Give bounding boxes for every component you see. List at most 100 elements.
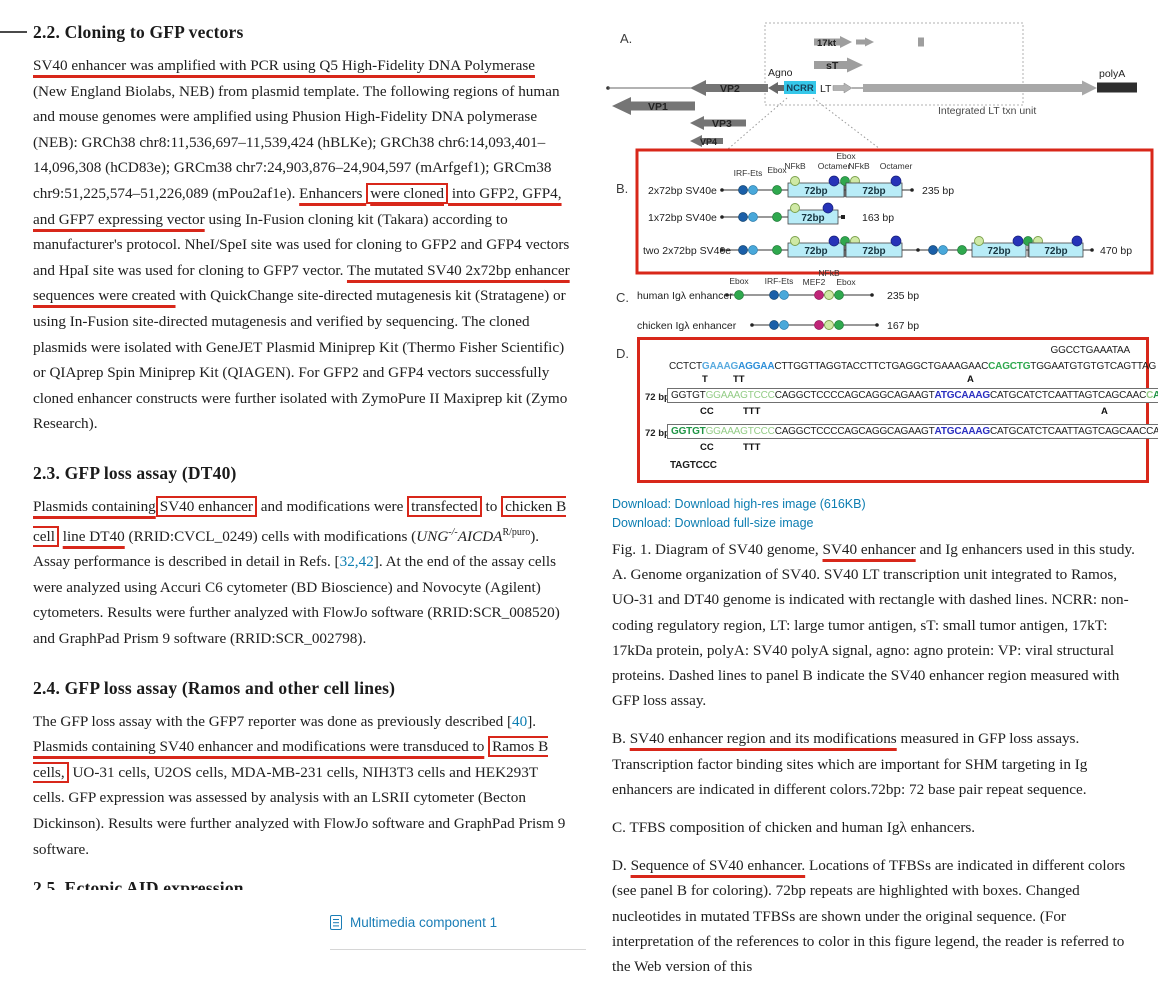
tfbs-dot-ets xyxy=(938,245,948,255)
vp1-label: VP1 xyxy=(648,101,668,113)
lt-arrow xyxy=(832,82,853,94)
attachment-divider xyxy=(330,949,586,951)
tfbs-dot-ebox xyxy=(957,245,967,255)
zoom-funnel-line xyxy=(812,97,881,150)
caption-paragraph-d: D. Sequence of SV40 enhancer. Locations … xyxy=(612,853,1144,979)
caption-text: measured in GFP loss assays. Transcripti… xyxy=(612,730,1088,798)
sequence-segment: GGTGT xyxy=(671,390,706,401)
red-underline-annotation: Sequence of SV40 enhancer. xyxy=(630,857,806,875)
72bp-box-label: 72bp xyxy=(862,246,885,257)
tfbs-label-irf-ets: IRF-Ets xyxy=(734,168,763,178)
ncrr-highlight xyxy=(784,81,816,94)
tfbs-dot-nfkb xyxy=(824,290,834,300)
section-heading-2-2: 2.2. Cloning to GFP vectors xyxy=(33,22,244,42)
caption-text: D. xyxy=(612,857,631,875)
tfbs-dot-octamer xyxy=(1071,235,1083,247)
red-underline-annotation: The mutated SV40 2x72bp enhancer sequenc… xyxy=(33,261,570,305)
tfbs-dot-ebox xyxy=(834,320,844,330)
clipped-section-heading-2-5: 2.5. Ectopic AID expression xyxy=(33,878,570,890)
gene-superscript: -/- xyxy=(448,526,458,538)
vp4-label: VP4 xyxy=(700,137,717,147)
72bp-box xyxy=(787,209,839,225)
72bp-box xyxy=(787,182,845,198)
mutated-nucleotide: TT xyxy=(733,374,745,385)
72bp-box-label: 72bp xyxy=(804,186,827,197)
red-box-annotation: Ramos B cells, xyxy=(33,736,549,783)
document-attachment-icon xyxy=(330,915,342,931)
line-end-dot xyxy=(720,215,724,219)
72bp-row-label: 72 bp xyxy=(645,428,670,439)
sequence-segment: C xyxy=(1146,390,1154,401)
section-2-3-paragraph: Plasmids containing SV40 enhancer and mod… xyxy=(33,494,570,652)
mutated-nucleotide: A xyxy=(1101,406,1108,417)
multimedia-component-link[interactable]: Multimedia component 1 xyxy=(330,915,570,931)
72bp-box xyxy=(845,182,903,198)
enhancer-length-label: 470 bp xyxy=(1100,245,1132,257)
caption-paragraph-b: B. SV40 enhancer region and its modifica… xyxy=(612,726,1144,802)
panel-c-letter: C. xyxy=(616,290,629,305)
tfbs-dot-ebox xyxy=(772,212,782,222)
17kt-arrow xyxy=(814,36,852,48)
lt-transcript-arrow xyxy=(863,80,1097,96)
multimedia-link-label: Multimedia component 1 xyxy=(350,915,498,931)
tfbs-dot-ebox xyxy=(734,290,744,300)
figure-1-image[interactable]: A. 17kt sT VP2 Agno NCRR LT polyA xyxy=(600,10,1158,492)
tfbs-label-mef2: MEF2 xyxy=(803,277,826,287)
mutation-row: T TT A xyxy=(669,374,1149,386)
vp4-arrow xyxy=(690,135,723,147)
line-end-dot xyxy=(720,248,724,252)
tfbs-dot-irf xyxy=(769,320,779,330)
download-high-res-link[interactable]: Download: Download high-res image (616KB… xyxy=(612,497,866,511)
body-text: The GFP loss assay with the GFP7 reporte… xyxy=(33,712,513,730)
body-text: using In-Fusion cloning kit (Takara) acc… xyxy=(33,210,570,279)
tfbs-dot-nfkb xyxy=(790,203,800,213)
mutation-row: CC TTT A xyxy=(669,406,1149,418)
sequence-upstream: GGCCTGAAATAA xyxy=(1050,345,1131,356)
sequence-segment: CTTGGTTAGGTACCTTCTGAGGCTGAAAGAAC xyxy=(774,361,989,372)
red-underline-annotation: Plasmids containing SV40 enhancer and mo… xyxy=(33,738,485,756)
72bp-box-label: 72bp xyxy=(987,246,1010,257)
tfbs-dot-mef2 xyxy=(814,290,824,300)
download-full-size-link[interactable]: Download: Download full-size image xyxy=(612,516,814,530)
vp2-arrow xyxy=(690,80,768,96)
red-underline-annotation: Enhancers were cloned into GFP2, GFP4, a… xyxy=(33,182,562,228)
tfbs-label-ebox: Ebox xyxy=(836,277,856,287)
tfbs-dot-nfkb xyxy=(790,236,800,246)
tfbs-dot-ebox xyxy=(834,290,844,300)
72bp-box-label: 72bp xyxy=(804,246,827,257)
body-text: ]. At the end of the assay cells were an… xyxy=(33,553,560,647)
red-box-annotation: were cloned xyxy=(366,182,449,204)
reference-link[interactable]: 40 xyxy=(512,712,528,730)
tfbs-dot-irf xyxy=(738,212,748,222)
panel-b-letter: B. xyxy=(616,181,628,196)
sequence-segment: CAGGCTCCCCAGCAGGCAGAAGT xyxy=(774,426,935,437)
tfbs-label-irf-ets: IRF-Ets xyxy=(765,276,794,286)
vp2-label: VP2 xyxy=(720,83,740,95)
enhancer-length-label: 167 bp xyxy=(887,320,919,332)
section-2-2-paragraph: SV40 enhancer was amplified with PCR usi… xyxy=(33,53,570,437)
panel-d-red-annotation-box: GGCCTGAAATAA CCTCTGAAAGAGGAACTTGGTTAGGTA… xyxy=(637,337,1158,483)
mutated-nucleotide: TTT xyxy=(743,442,761,453)
72bp-box xyxy=(1028,242,1084,258)
red-box-annotation: SV40 enhancer xyxy=(155,495,257,517)
section-heading-2-5: 2.5. Ectopic AID expression xyxy=(33,878,244,891)
17kt-label: 17kt xyxy=(817,38,837,49)
caption-paragraph-fig1: Fig. 1. Diagram of SV40 genome, SV40 enh… xyxy=(612,537,1144,713)
section-heading-2-3: 2.3. GFP loss assay (DT40) xyxy=(33,462,237,483)
figure-panels-abc: A. 17kt sT VP2 Agno NCRR LT polyA xyxy=(606,22,1154,332)
enhancer-length-label: 235 bp xyxy=(887,290,919,302)
lt-label: LT xyxy=(820,83,832,95)
sequence-octamer-site: ATGCAAAG xyxy=(934,390,991,401)
tfbs-dot-octamer xyxy=(828,235,840,247)
tfbs-dot-irf xyxy=(928,245,938,255)
reference-link[interactable]: 32,42 xyxy=(339,553,374,571)
sequence-segment: CATGCATCTCAATTAGTCAGCAAC xyxy=(989,390,1147,401)
gene-name: UNG xyxy=(416,527,449,545)
sequence-segment: TGGAATGTGTGTCAGTTAG xyxy=(1030,361,1157,372)
72bp-box xyxy=(787,242,845,258)
red-box-annotation: chicken B cell xyxy=(33,495,567,547)
red-underline-annotation: line DT40 xyxy=(62,527,125,545)
tfbs-dot-irf xyxy=(738,185,748,195)
st-arrow xyxy=(814,57,863,73)
tfbs-label-octamer: Octamer xyxy=(880,161,913,171)
